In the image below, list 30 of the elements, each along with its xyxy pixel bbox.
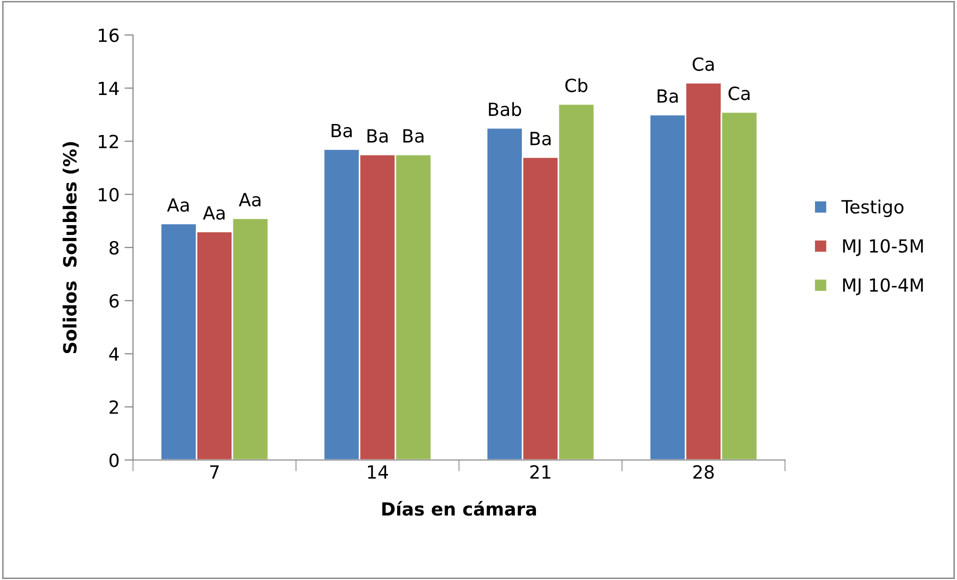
y-tick-label: 8: [110, 240, 119, 255]
data-label: Cb: [565, 78, 588, 92]
data-label: Aa: [167, 198, 189, 212]
y-tick-label: 14: [98, 82, 119, 95]
data-label: Ba: [658, 89, 678, 103]
legend-label: MJ 10-4M: [843, 278, 923, 296]
data-label: Ca: [728, 86, 750, 100]
y-tick-label: 16: [98, 28, 119, 42]
y-tick-label: 12: [98, 134, 118, 148]
x-tick-label: 14: [368, 465, 388, 479]
y-axis-title: Solidos Solubles (%): [62, 142, 79, 354]
data-label: Bab: [488, 102, 522, 116]
y-tick-label: 0: [110, 453, 119, 468]
data-label: Aa: [202, 206, 225, 220]
x-tick-label: 28: [693, 465, 714, 479]
data-label: Ba: [368, 129, 388, 143]
legend-label: Testigo: [841, 200, 904, 218]
y-tick-label: 10: [98, 188, 119, 202]
x-tick-label: 21: [530, 465, 550, 479]
y-tick-label: 2: [110, 400, 118, 414]
x-tick-label: 7: [210, 465, 219, 479]
x-axis-title: Días en cámara: [382, 501, 536, 516]
data-label: Ba: [530, 132, 551, 146]
y-tick-label: 4: [109, 347, 119, 361]
data-label: Ba: [403, 129, 424, 143]
y-tick-label: 6: [110, 294, 119, 308]
data-label: Ca: [692, 57, 714, 71]
legend-label: MJ 10-5M: [843, 239, 923, 256]
data-label: Aa: [238, 193, 260, 206]
data-label: Ba: [332, 124, 352, 138]
